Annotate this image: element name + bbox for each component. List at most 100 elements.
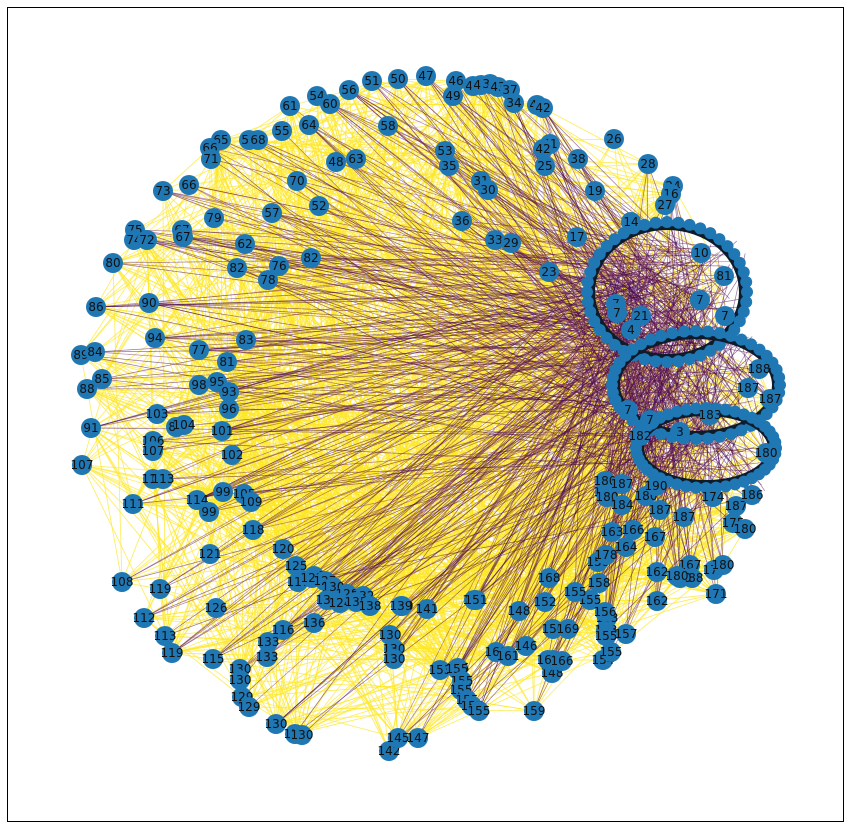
graph-node: 53: [435, 141, 455, 161]
edge-dark: [154, 303, 651, 339]
node-circle: [147, 404, 167, 424]
graph-node: 121: [199, 544, 221, 564]
cluster-node: [683, 218, 696, 231]
cluster-node: [724, 329, 737, 342]
edge-dark: [212, 421, 712, 660]
node-circle: [219, 399, 239, 419]
node-label: 161: [497, 649, 520, 663]
edge-light: [397, 608, 428, 739]
edge-light: [132, 503, 217, 609]
edge-dark: [143, 399, 664, 619]
node-circle: [565, 582, 585, 602]
node-circle: [206, 598, 226, 618]
cluster-node: [729, 478, 742, 491]
node-label: 46: [448, 74, 463, 88]
graph-node: 166: [551, 651, 573, 671]
node-label: 116: [272, 623, 295, 637]
node-label: 104: [173, 418, 196, 432]
node-circle: [700, 405, 720, 425]
graph-node: 130: [291, 725, 313, 745]
edge-light: [209, 147, 606, 613]
graph-node: 171: [705, 584, 727, 604]
cluster-node: [719, 480, 732, 493]
graph-node: 156: [594, 602, 616, 622]
edge-dark: [623, 163, 649, 324]
cluster-node: [690, 481, 703, 494]
graph-node: 85: [92, 369, 112, 389]
node-label: 36: [454, 214, 469, 228]
cluster-node: [608, 338, 621, 351]
graph-node: 124: [329, 593, 351, 613]
cluster-node: [581, 276, 594, 289]
node-label: 98: [191, 378, 206, 392]
edge-dark: [252, 287, 728, 531]
node-circle: [647, 562, 667, 582]
node-circle: [501, 233, 521, 253]
cluster-node: [704, 344, 717, 357]
graph-node: 7: [715, 306, 735, 326]
edge-dark: [198, 322, 672, 351]
graph-node: 73: [153, 181, 173, 201]
node-label: 133: [257, 635, 280, 649]
edge-light: [148, 80, 457, 304]
cluster-node: [713, 430, 726, 443]
node-circle: [266, 714, 286, 734]
node-circle: [273, 539, 293, 559]
edge-light: [156, 413, 419, 739]
node-circle: [580, 590, 600, 610]
edge-dark: [480, 180, 653, 285]
node-circle: [292, 725, 312, 745]
node-circle: [213, 482, 233, 502]
node-circle: [621, 320, 641, 340]
cluster-node: [666, 327, 679, 340]
node-label: 141: [416, 602, 439, 616]
node-label: 81: [716, 269, 731, 283]
graph-node: 180: [594, 471, 616, 491]
node-label: 52: [311, 199, 326, 213]
node-circle: [248, 130, 268, 150]
edge-light: [275, 600, 658, 725]
edge-dark: [221, 325, 640, 432]
node-circle: [595, 602, 615, 622]
edge-light: [175, 139, 222, 428]
edge-dark: [181, 229, 602, 264]
node-label: 146: [515, 639, 538, 653]
graph-node: 159: [523, 701, 545, 721]
node-label: 180: [666, 569, 689, 583]
node-label: 111: [122, 497, 145, 511]
edge-light: [198, 105, 291, 351]
node-circle: [535, 156, 555, 176]
node-circle: [623, 520, 643, 540]
node-circle: [258, 632, 278, 652]
edge-light: [401, 571, 658, 607]
cluster-node: [713, 233, 726, 246]
edge-dark: [171, 267, 667, 654]
edge-dark: [198, 319, 640, 351]
edge-dark: [112, 254, 736, 264]
graph-node: 187: [673, 507, 696, 527]
node-circle: [596, 545, 616, 565]
node-label: 187: [673, 510, 696, 524]
graph-node: 82: [227, 258, 247, 278]
node-label: 162: [646, 565, 669, 579]
edge-dark: [576, 236, 677, 270]
graph-node: 190: [645, 476, 667, 496]
cluster-node: [741, 286, 753, 298]
edge-dark: [220, 139, 636, 316]
node-label: 56: [341, 83, 356, 97]
graph-node: 7: [618, 400, 638, 420]
edge-light: [289, 105, 391, 636]
graph-node: 70: [287, 171, 307, 191]
graph-node: 36: [452, 211, 472, 231]
edge-dark: [121, 288, 638, 583]
node-circle: [384, 649, 404, 669]
node-circle: [301, 248, 321, 268]
edge-light: [460, 617, 608, 691]
edge-light: [294, 672, 553, 735]
node-circle: [601, 642, 621, 662]
node-label: 129: [238, 700, 261, 714]
node-circle: [504, 93, 524, 113]
graph-node: 129: [238, 697, 261, 717]
graph-node: 34: [504, 93, 524, 113]
edge-dark: [324, 446, 755, 582]
